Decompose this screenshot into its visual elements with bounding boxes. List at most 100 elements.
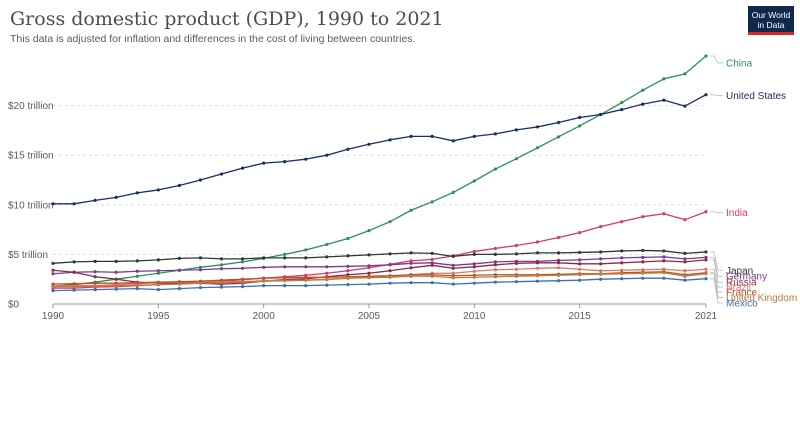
data-point-brazil[interactable] <box>451 271 455 275</box>
data-point-china[interactable] <box>704 54 708 58</box>
data-point-china[interactable] <box>240 260 245 264</box>
data-point-united-states[interactable] <box>556 120 561 125</box>
data-point-united-kingdom[interactable] <box>240 280 245 284</box>
data-point-united-kingdom[interactable] <box>451 276 455 280</box>
data-point-united-states[interactable] <box>409 134 413 138</box>
data-point-germany[interactable] <box>177 268 181 272</box>
data-point-india[interactable] <box>599 225 603 229</box>
data-point-japan[interactable] <box>240 257 245 261</box>
data-point-mexico[interactable] <box>472 281 476 285</box>
data-point-china[interactable] <box>493 167 497 171</box>
data-point-mexico[interactable] <box>451 282 455 286</box>
data-point-united-kingdom[interactable] <box>535 274 540 278</box>
data-point-japan[interactable] <box>198 256 203 260</box>
data-point-united-kingdom[interactable] <box>556 273 561 277</box>
data-point-united-kingdom[interactable] <box>409 274 413 278</box>
data-point-japan[interactable] <box>262 256 266 260</box>
data-point-brazil[interactable] <box>641 268 645 272</box>
data-point-india[interactable] <box>409 259 413 263</box>
data-point-france[interactable] <box>262 276 266 280</box>
data-point-united-kingdom[interactable] <box>325 277 329 281</box>
data-point-japan[interactable] <box>514 252 519 256</box>
data-point-russia[interactable] <box>683 260 687 264</box>
data-point-united-kingdom[interactable] <box>114 284 118 288</box>
series-line-germany[interactable] <box>52 256 707 275</box>
series-line-japan[interactable] <box>52 249 707 264</box>
data-point-france[interactable] <box>114 281 118 285</box>
series-line-united-kingdom[interactable] <box>53 272 707 288</box>
data-point-germany[interactable] <box>135 269 139 273</box>
series-line-mexico[interactable] <box>52 277 707 292</box>
data-point-china[interactable] <box>198 265 203 269</box>
data-point-germany[interactable] <box>156 269 160 273</box>
data-point-russia[interactable] <box>620 261 624 265</box>
data-point-china[interactable] <box>304 248 308 252</box>
data-point-india[interactable] <box>430 257 434 261</box>
data-point-china[interactable] <box>135 274 139 278</box>
data-point-united-states[interactable] <box>472 134 476 138</box>
data-point-india[interactable] <box>493 246 497 251</box>
data-point-united-states[interactable] <box>620 107 624 112</box>
data-point-germany[interactable] <box>641 255 645 259</box>
data-point-japan[interactable] <box>346 254 350 258</box>
data-point-brazil[interactable] <box>493 268 497 272</box>
owid-logo[interactable]: Our World in Data <box>748 6 794 35</box>
data-point-united-states[interactable] <box>641 102 645 106</box>
data-point-united-states[interactable] <box>240 166 245 170</box>
data-point-united-kingdom[interactable] <box>620 272 624 276</box>
data-point-germany[interactable] <box>683 257 687 261</box>
data-point-brazil[interactable] <box>662 267 666 271</box>
data-point-russia[interactable] <box>409 266 413 270</box>
data-point-mexico[interactable] <box>514 280 519 284</box>
data-point-japan[interactable] <box>493 252 497 256</box>
data-point-mexico[interactable] <box>430 281 434 285</box>
data-point-russia[interactable] <box>662 259 666 263</box>
data-point-japan[interactable] <box>704 250 708 254</box>
data-point-france[interactable] <box>51 282 55 286</box>
data-point-mexico[interactable] <box>325 283 329 287</box>
data-point-russia[interactable] <box>493 263 497 267</box>
data-point-japan[interactable] <box>472 252 476 256</box>
data-point-mexico[interactable] <box>240 285 245 289</box>
data-point-brazil[interactable] <box>599 269 603 273</box>
data-point-russia[interactable] <box>472 265 476 269</box>
data-point-china[interactable] <box>430 200 434 204</box>
data-point-mexico[interactable] <box>219 285 224 289</box>
data-point-russia[interactable] <box>51 268 55 272</box>
data-point-brazil[interactable] <box>535 266 540 270</box>
data-point-mexico[interactable] <box>409 281 413 285</box>
data-point-germany[interactable] <box>451 263 455 267</box>
data-point-japan[interactable] <box>93 259 97 263</box>
data-point-germany[interactable] <box>388 263 392 267</box>
data-point-russia[interactable] <box>367 271 371 275</box>
data-point-mexico[interactable] <box>599 277 603 281</box>
data-point-united-kingdom[interactable] <box>599 272 603 276</box>
data-point-india[interactable] <box>346 269 350 273</box>
data-point-france[interactable] <box>283 276 287 280</box>
data-point-united-kingdom[interactable] <box>177 282 181 286</box>
data-point-mexico[interactable] <box>388 281 392 285</box>
data-point-mexico[interactable] <box>662 276 666 280</box>
data-point-russia[interactable] <box>93 275 97 279</box>
data-point-france[interactable] <box>304 275 308 279</box>
data-point-china[interactable] <box>514 157 519 161</box>
data-point-united-kingdom[interactable] <box>683 274 687 278</box>
data-point-japan[interactable] <box>388 252 392 256</box>
data-point-mexico[interactable] <box>51 289 55 293</box>
data-point-united-kingdom[interactable] <box>388 275 392 279</box>
data-point-germany[interactable] <box>283 265 287 269</box>
data-point-china[interactable] <box>451 190 455 194</box>
series-line-russia[interactable] <box>52 259 707 285</box>
series-line-united-states[interactable] <box>53 94 707 205</box>
data-point-mexico[interactable] <box>556 279 561 283</box>
data-point-france[interactable] <box>219 278 224 282</box>
data-point-united-states[interactable] <box>219 172 224 176</box>
data-point-mexico[interactable] <box>704 277 708 281</box>
data-point-china[interactable] <box>662 77 666 81</box>
data-point-mexico[interactable] <box>578 278 582 282</box>
data-point-japan[interactable] <box>219 257 224 261</box>
data-point-china[interactable] <box>409 208 413 212</box>
data-point-china[interactable] <box>156 271 160 275</box>
data-point-united-kingdom[interactable] <box>704 272 708 276</box>
data-point-france[interactable] <box>72 282 76 286</box>
